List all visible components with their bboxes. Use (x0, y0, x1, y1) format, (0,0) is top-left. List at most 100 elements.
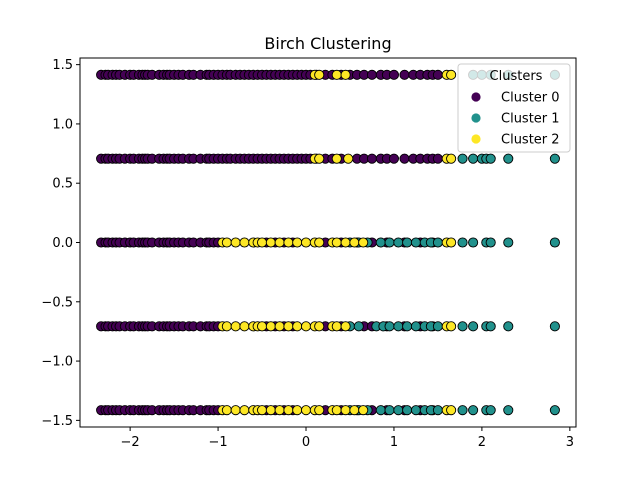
point-cluster-2 (230, 405, 241, 416)
point-cluster-2 (446, 321, 457, 332)
legend-marker-cluster-0 (471, 92, 481, 102)
point-cluster-2 (340, 321, 351, 332)
point-cluster-2 (274, 321, 285, 332)
point-cluster-1 (402, 237, 413, 248)
point-cluster-2 (230, 321, 241, 332)
point-cluster-2 (239, 405, 250, 416)
legend-marker-cluster-2 (471, 134, 481, 144)
point-cluster-1 (468, 321, 479, 332)
point-cluster-2 (239, 321, 250, 332)
point-cluster-1 (503, 321, 514, 332)
point-cluster-1 (432, 321, 443, 332)
point-cluster-1 (384, 405, 395, 416)
point-cluster-2 (446, 69, 457, 80)
point-cluster-1 (457, 237, 468, 248)
point-cluster-2 (331, 237, 342, 248)
point-cluster-2 (343, 153, 354, 164)
point-cluster-2 (340, 69, 351, 80)
point-cluster-2 (283, 237, 294, 248)
point-cluster-2 (331, 321, 342, 332)
point-cluster-2 (300, 321, 312, 332)
legend-title: Clusters (490, 69, 543, 84)
point-cluster-2 (340, 237, 351, 248)
legend-marker-cluster-1 (471, 113, 481, 123)
point-cluster-1 (384, 321, 395, 332)
point-cluster-1 (485, 405, 496, 416)
point-cluster-2 (446, 237, 457, 248)
point-cluster-2 (239, 237, 250, 248)
points-layer (96, 69, 560, 416)
point-cluster-1 (432, 237, 443, 248)
point-cluster-2 (300, 405, 312, 416)
point-cluster-0 (388, 153, 400, 164)
point-cluster-1 (375, 405, 386, 416)
point-cluster-0 (432, 153, 443, 164)
legend: Clusters Cluster 0 Cluster 1 Cluster 2 (457, 63, 571, 153)
point-cluster-2 (256, 405, 268, 416)
point-cluster-2 (292, 405, 303, 416)
point-cluster-1 (549, 321, 560, 332)
point-cluster-1 (549, 405, 560, 416)
point-cluster-1 (485, 237, 496, 248)
point-cluster-2 (349, 237, 360, 248)
point-cluster-2 (314, 321, 325, 332)
y-tick-label: −1.5 (41, 414, 73, 429)
point-cluster-2 (446, 405, 457, 416)
point-cluster-1 (393, 321, 404, 332)
x-tick-label: 2 (478, 435, 486, 450)
point-cluster-2 (300, 237, 312, 248)
point-cluster-2 (314, 405, 325, 416)
point-cluster-2 (283, 321, 294, 332)
point-cluster-1 (393, 237, 404, 248)
point-cluster-1 (384, 237, 395, 248)
point-cluster-1 (457, 153, 468, 164)
point-cluster-2 (331, 153, 342, 164)
point-cluster-1 (410, 405, 421, 416)
point-cluster-1 (402, 321, 413, 332)
point-cluster-0 (399, 69, 410, 80)
y-tick-label: 0.5 (52, 177, 73, 192)
point-cluster-2 (256, 321, 268, 332)
point-cluster-2 (265, 405, 276, 416)
point-cluster-2 (265, 321, 276, 332)
point-cluster-1 (457, 405, 468, 416)
point-cluster-2 (221, 237, 232, 248)
point-cluster-1 (468, 405, 479, 416)
legend-label-cluster-0: Cluster 0 (501, 91, 560, 106)
y-tick-label: −0.5 (41, 295, 73, 310)
point-cluster-2 (349, 405, 360, 416)
point-cluster-1 (410, 321, 421, 332)
point-cluster-2 (256, 237, 268, 248)
point-cluster-1 (402, 405, 413, 416)
axes-layer: −2 −1 0 1 2 3 −1.5 −1.0 −0.5 0.0 0.5 1.0 1.5 (41, 57, 577, 450)
x-tick-label: 3 (566, 435, 574, 450)
point-cluster-1 (468, 237, 479, 248)
point-cluster-1 (485, 153, 496, 164)
point-cluster-2 (221, 405, 232, 416)
point-cluster-2 (446, 153, 457, 164)
point-cluster-2 (331, 69, 342, 80)
point-cluster-0 (366, 69, 378, 80)
point-cluster-1 (485, 321, 496, 332)
point-cluster-2 (314, 69, 325, 80)
point-cluster-1 (468, 153, 479, 164)
point-cluster-1 (410, 237, 421, 248)
y-tick-label: 0.0 (52, 236, 73, 251)
point-cluster-1 (503, 153, 514, 164)
point-cluster-0 (366, 153, 378, 164)
point-cluster-2 (314, 237, 325, 248)
y-tick-label: 1.0 (52, 117, 73, 132)
x-tick-label: 0 (302, 435, 310, 450)
point-cluster-2 (265, 237, 276, 248)
point-cluster-1 (549, 237, 560, 248)
x-tick-label: 1 (390, 435, 398, 450)
point-cluster-2 (358, 237, 369, 248)
point-cluster-2 (331, 405, 342, 416)
y-tick-label: −1.0 (41, 355, 73, 370)
point-cluster-1 (393, 405, 404, 416)
legend-label-cluster-1: Cluster 1 (501, 112, 560, 127)
point-cluster-1 (503, 237, 514, 248)
point-cluster-2 (314, 153, 325, 164)
